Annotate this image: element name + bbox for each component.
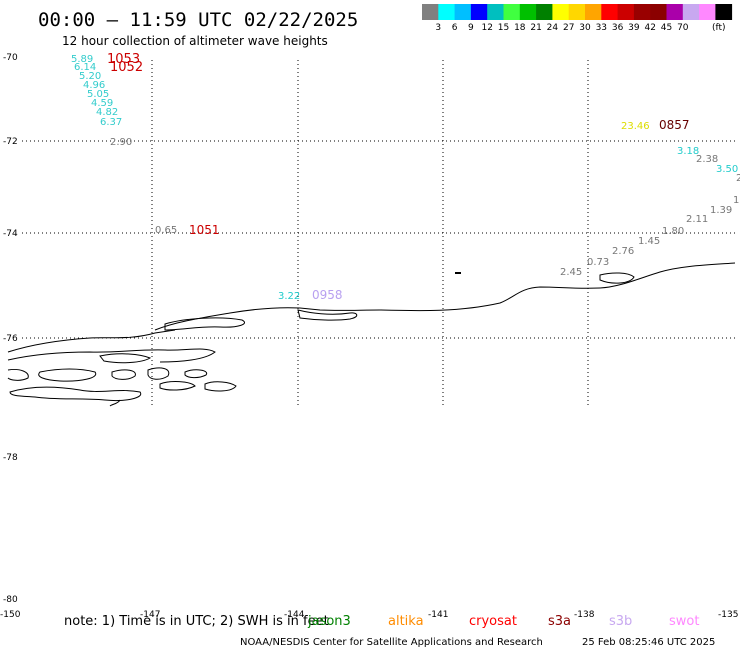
legend-label: 9 [468, 23, 474, 33]
legend-swatch [715, 4, 733, 20]
pass-time-label: 0857 [659, 118, 690, 132]
pass-time-label: 1052 [110, 60, 143, 75]
satellite-altika: altika [388, 614, 424, 629]
timestamp: 25 Feb 08:25:46 UTC 2025 [582, 637, 715, 648]
lat-label: -78 [3, 453, 18, 463]
wave-height-label: 3.22 [278, 291, 300, 302]
legend-label: 27 [563, 23, 574, 33]
wave-height-label: 1.39 [710, 205, 732, 216]
wave-height-label: 3.50 [716, 164, 738, 175]
wave-height-label: 2.90 [110, 137, 132, 148]
lat-label: -74 [3, 229, 18, 239]
legend-swatch [454, 4, 472, 20]
lat-label: -72 [3, 137, 18, 147]
legend-swatch [438, 4, 455, 20]
wave-height-label: 5.05 [87, 89, 109, 100]
legend-label: 21 [530, 23, 541, 33]
coastline [7, 262, 736, 407]
wave-height-label: 6.37 [100, 117, 122, 128]
lon-label: -150 [0, 610, 21, 620]
legend-label: 15 [498, 23, 509, 33]
wave-height-label: 0.65 [155, 225, 177, 236]
wave-height-label: 0.73 [587, 257, 609, 268]
legend-label: 6 [452, 23, 458, 33]
wave-height-label: 2.38 [696, 154, 718, 165]
legend-swatch [633, 4, 651, 20]
legend-swatch [568, 4, 586, 20]
legend-swatch [519, 4, 537, 20]
wave-height-label: 5.89 [71, 54, 93, 65]
legend-swatch [650, 4, 667, 20]
legend-swatch [585, 4, 602, 20]
legend-label: 18 [514, 23, 526, 33]
legend-label: 42 [644, 23, 655, 33]
legend-label: 12 [481, 23, 492, 33]
legend-swatch [699, 4, 716, 20]
legend-label: 33 [596, 23, 607, 33]
satellite-s3a: s3a [548, 614, 571, 629]
satellite-swot: swot [669, 614, 699, 629]
note-text: note: 1) Time is in UTC; 2) SWH is in fe… [64, 614, 329, 629]
lon-label: -135 [718, 610, 738, 620]
satellite-s3b: s3b [609, 614, 632, 629]
wave-height-label: 4.82 [96, 107, 118, 118]
legend-label: 24 [547, 23, 559, 33]
legend-swatch [682, 4, 700, 20]
lat-label: -76 [3, 334, 18, 344]
legend-label: 45 [661, 23, 672, 33]
lat-label: -70 [3, 53, 18, 63]
map-grid [22, 60, 735, 405]
pass-time-label: 1053 [107, 52, 140, 67]
track-mark: 2 [736, 173, 740, 184]
lon-label: -141 [428, 610, 448, 620]
lat-label: -80 [3, 595, 18, 605]
lon-label: -138 [574, 610, 595, 620]
lon-label: -144 [284, 610, 305, 620]
legend-swatch [487, 4, 504, 20]
legend-label: 36 [612, 23, 624, 33]
legend-swatch [666, 4, 684, 20]
lon-label: -147 [140, 610, 160, 620]
legend-swatch [470, 4, 488, 20]
legend-swatch [536, 4, 553, 20]
wave-height-label: 2.45 [560, 267, 582, 278]
legend-swatch [552, 4, 570, 20]
legend-swatch [422, 4, 439, 20]
track-mark: 1 [733, 195, 739, 206]
legend-label: 70 [677, 23, 689, 33]
wave-height-label: 6.14 [74, 62, 96, 73]
wave-height-label: 23.46 [621, 121, 650, 132]
credit-text: NOAA/NESDIS Center for Satellite Applica… [240, 637, 543, 648]
wave-height-label: 2.76 [612, 246, 634, 257]
wave-height-label: 3.18 [677, 146, 699, 157]
wave-height-label: 4.96 [83, 80, 105, 91]
wave-height-label: 4.59 [91, 98, 113, 109]
altimeter-tracks: 5.89 1053 6.14 1052 5.20 4.96 5.05 4.59 … [71, 52, 740, 302]
wave-height-label: 1.80 [662, 226, 684, 237]
legend-label: 3 [435, 23, 441, 33]
subtitle: 12 hour collection of altimeter wave hei… [62, 34, 328, 48]
wave-height-label: 1.45 [638, 236, 660, 247]
legend-unit: (ft) [712, 23, 726, 33]
legend-swatch [617, 4, 635, 20]
legend-swatch [601, 4, 618, 20]
wave-height-label: 5.20 [79, 71, 101, 82]
legend-label: 39 [628, 23, 640, 33]
color-legend [422, 4, 733, 20]
satellite-jason3: jason3 [307, 614, 351, 629]
color-legend-labels: 3 6 9 12 15 18 21 24 27 30 33 36 39 42 45 70 [435, 23, 688, 33]
page-title: 00:00 – 11:59 UTC 02/22/2025 [38, 9, 358, 31]
satellite-cryosat: cryosat [469, 614, 517, 629]
wave-height-label: 2.11 [686, 214, 708, 225]
legend-label: 30 [579, 23, 591, 33]
pass-time-label: 0958 [312, 288, 343, 302]
legend-swatch [503, 4, 521, 20]
pass-time-label: 1051 [189, 223, 220, 237]
